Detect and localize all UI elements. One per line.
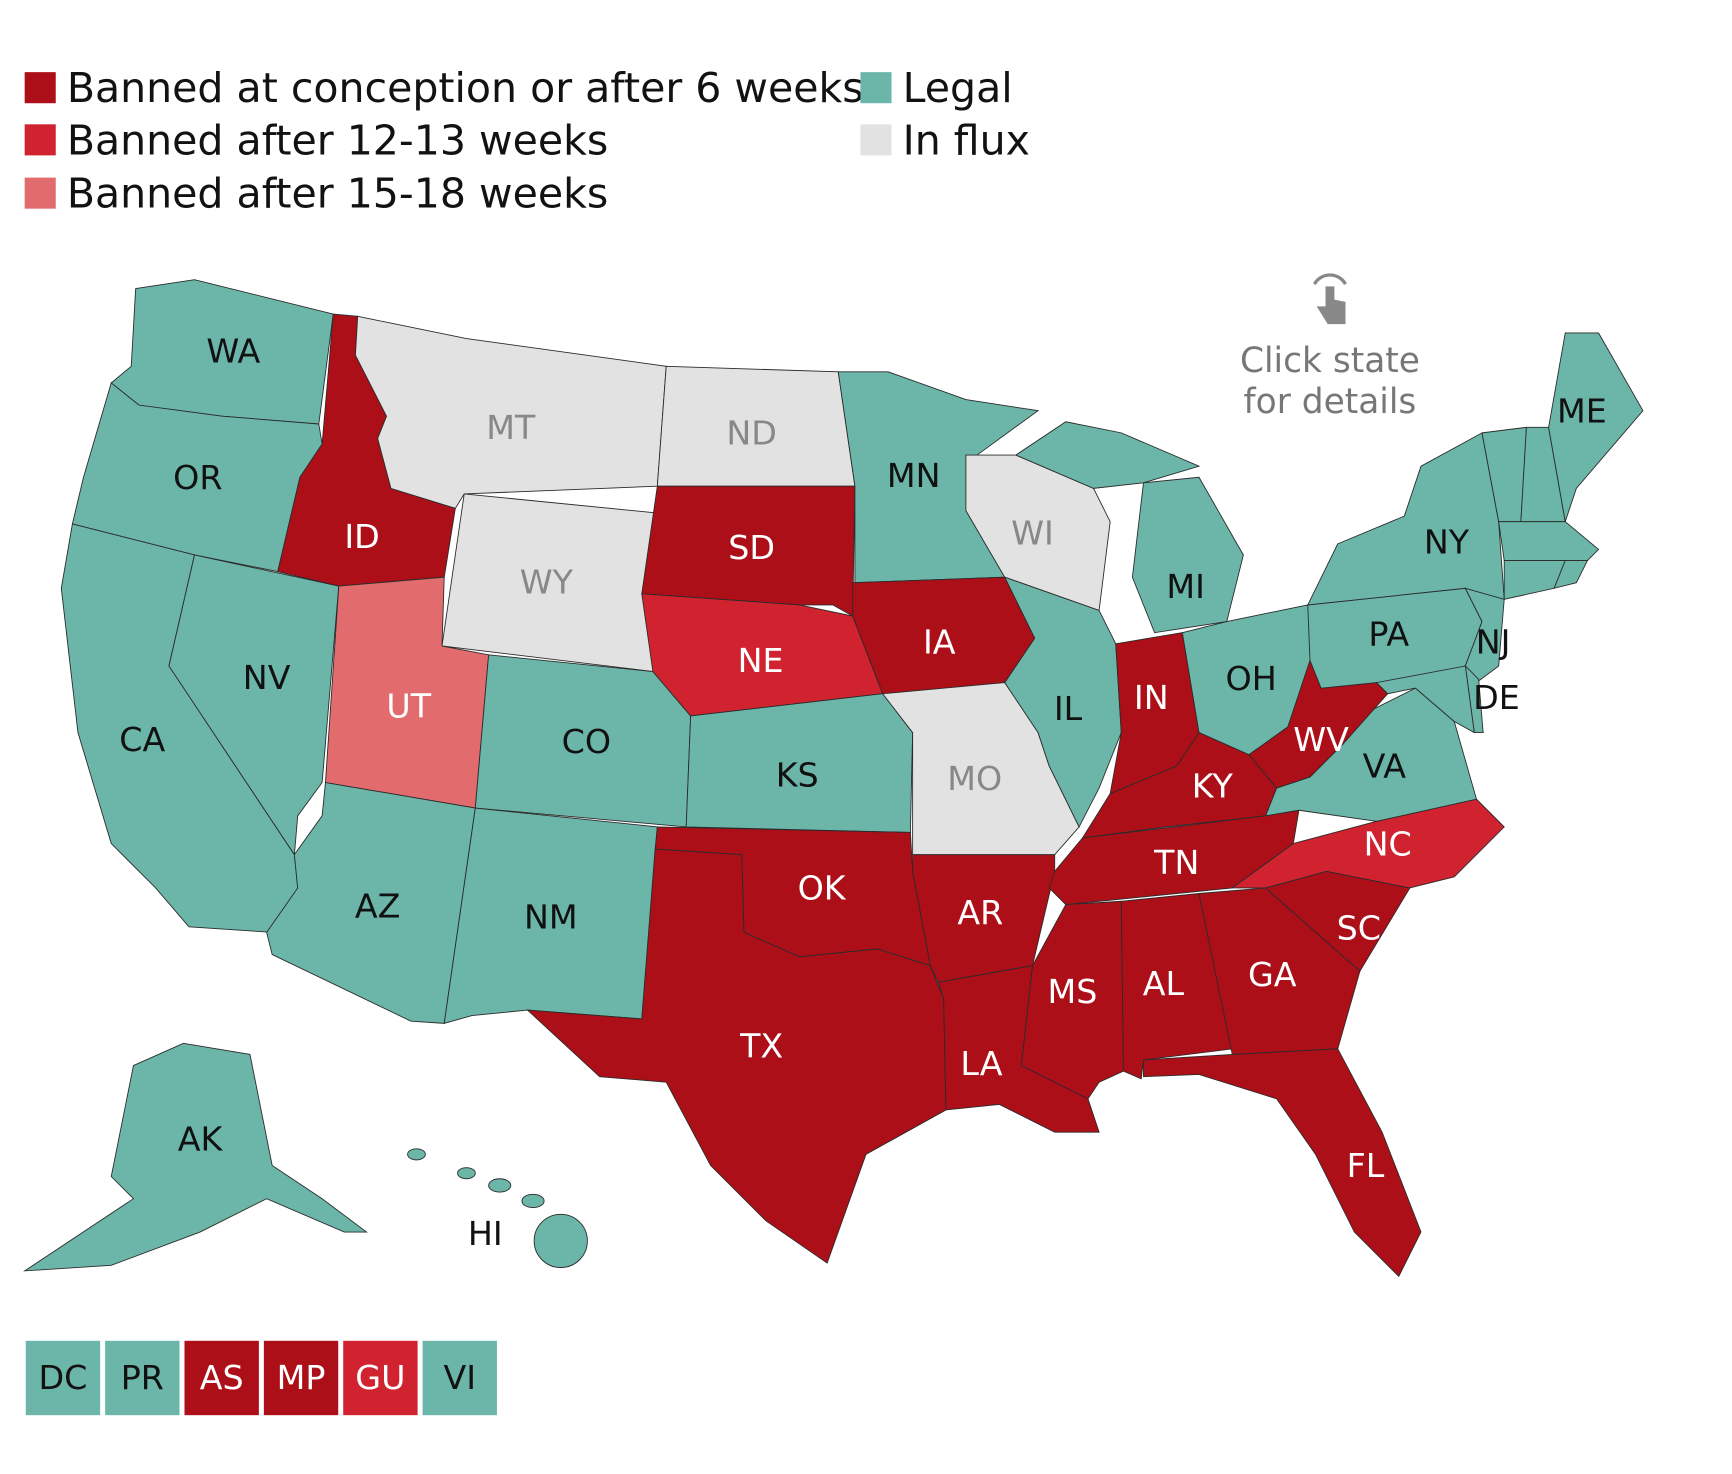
- legend-swatch-legal: [860, 72, 892, 104]
- state-tx[interactable]: [526, 848, 947, 1264]
- legend-swatch-banned_15wk: [24, 177, 56, 209]
- state-ga[interactable]: [1198, 887, 1361, 1055]
- legend-label-banned_15wk: Banned after 15-18 weeks: [67, 170, 608, 218]
- state-me[interactable]: [1548, 332, 1644, 522]
- territory-box[interactable]: [25, 1340, 101, 1416]
- territory-gu[interactable]: GU: [343, 1340, 418, 1416]
- state-nm[interactable]: [443, 807, 658, 1024]
- state-shape[interactable]: [441, 493, 656, 673]
- state-shape[interactable]: [1503, 560, 1566, 600]
- state-hi[interactable]: [407, 1148, 588, 1268]
- territory-label: PR: [121, 1358, 164, 1397]
- state-shape[interactable]: [354, 315, 667, 509]
- legend-swatch-flux: [860, 124, 892, 156]
- state-shape[interactable]: [488, 1178, 512, 1193]
- state-ct[interactable]: [1503, 560, 1566, 600]
- state-shape[interactable]: [1014, 421, 1201, 489]
- legend-label-flux: In flux: [903, 116, 1030, 164]
- state-ks[interactable]: [685, 693, 914, 833]
- state-shape[interactable]: [1230, 798, 1505, 889]
- state-shape[interactable]: [407, 1148, 426, 1161]
- territory-label: GU: [355, 1358, 405, 1397]
- state-shape[interactable]: [1143, 1048, 1422, 1278]
- state-shape[interactable]: [1553, 560, 1589, 589]
- state-shape[interactable]: [1131, 476, 1244, 634]
- state-ny[interactable]: [1307, 432, 1505, 623]
- territory-box[interactable]: [184, 1340, 259, 1416]
- legend-label-banned_12wk: Banned after 12-13 weeks: [67, 116, 608, 164]
- territory-box[interactable]: [343, 1340, 418, 1416]
- state-wa[interactable]: [110, 279, 334, 425]
- hint-line-2: for details: [1244, 382, 1417, 422]
- state-nc[interactable]: [1230, 798, 1505, 889]
- click-hint: Click state for details: [1240, 273, 1420, 422]
- legend-swatch-banned_6wk: [24, 72, 56, 104]
- state-co[interactable]: [474, 654, 692, 828]
- state-shape[interactable]: [533, 1213, 588, 1268]
- territory-pr[interactable]: PR: [105, 1340, 180, 1416]
- state-az[interactable]: [266, 781, 476, 1024]
- state-shape[interactable]: [1003, 576, 1122, 828]
- territory-box[interactable]: [105, 1340, 180, 1416]
- territory-box[interactable]: [422, 1340, 497, 1416]
- state-shape[interactable]: [443, 807, 658, 1024]
- territory-dc[interactable]: DC: [25, 1340, 101, 1416]
- state-fl[interactable]: [1143, 1048, 1422, 1278]
- state-ma[interactable]: [1498, 521, 1600, 561]
- legend: Banned at conception or after 6 weeksBan…: [24, 64, 1030, 218]
- state-shape[interactable]: [474, 654, 692, 828]
- territory-as[interactable]: AS: [184, 1340, 259, 1416]
- state-mt[interactable]: [354, 315, 667, 509]
- state-shape[interactable]: [266, 781, 476, 1024]
- states-layer: [23, 279, 1644, 1278]
- legend-label-banned_6wk: Banned at conception or after 6 weeks: [67, 64, 864, 112]
- territory-label: MP: [277, 1358, 326, 1397]
- legend-label-legal: Legal: [903, 64, 1013, 112]
- territory-label: VI: [443, 1358, 476, 1397]
- state-shape[interactable]: [656, 365, 856, 487]
- territory-label: AS: [200, 1358, 244, 1397]
- state-shape[interactable]: [457, 1167, 476, 1180]
- hint-line-1: Click state: [1240, 341, 1420, 381]
- state-shape[interactable]: [23, 1042, 368, 1272]
- state-shape[interactable]: [526, 848, 947, 1264]
- state-shape[interactable]: [685, 693, 914, 833]
- state-shape[interactable]: [1548, 332, 1644, 522]
- state-ri[interactable]: [1553, 560, 1589, 589]
- territory-label: DC: [39, 1358, 88, 1397]
- state-il[interactable]: [1003, 576, 1122, 828]
- state-wy[interactable]: [441, 493, 656, 673]
- state-shape[interactable]: [1307, 432, 1505, 623]
- state-label-hi: HI: [468, 1214, 503, 1253]
- state-nd[interactable]: [656, 365, 856, 487]
- territory-vi[interactable]: VI: [422, 1340, 497, 1416]
- state-shape[interactable]: [1498, 521, 1600, 561]
- state-shape[interactable]: [521, 1193, 545, 1209]
- state-md[interactable]: [1375, 665, 1475, 734]
- territory-box[interactable]: [263, 1340, 339, 1416]
- legend-swatch-banned_12wk: [24, 124, 56, 156]
- state-shape[interactable]: [1375, 665, 1475, 734]
- pointer-hand-icon: [1312, 273, 1347, 325]
- territory-mp[interactable]: MP: [263, 1340, 339, 1416]
- state-shape[interactable]: [1198, 887, 1361, 1055]
- state-shape[interactable]: [110, 279, 334, 425]
- territories-row: DC PR AS MP GU VI: [25, 1340, 497, 1416]
- state-ak[interactable]: [23, 1042, 368, 1272]
